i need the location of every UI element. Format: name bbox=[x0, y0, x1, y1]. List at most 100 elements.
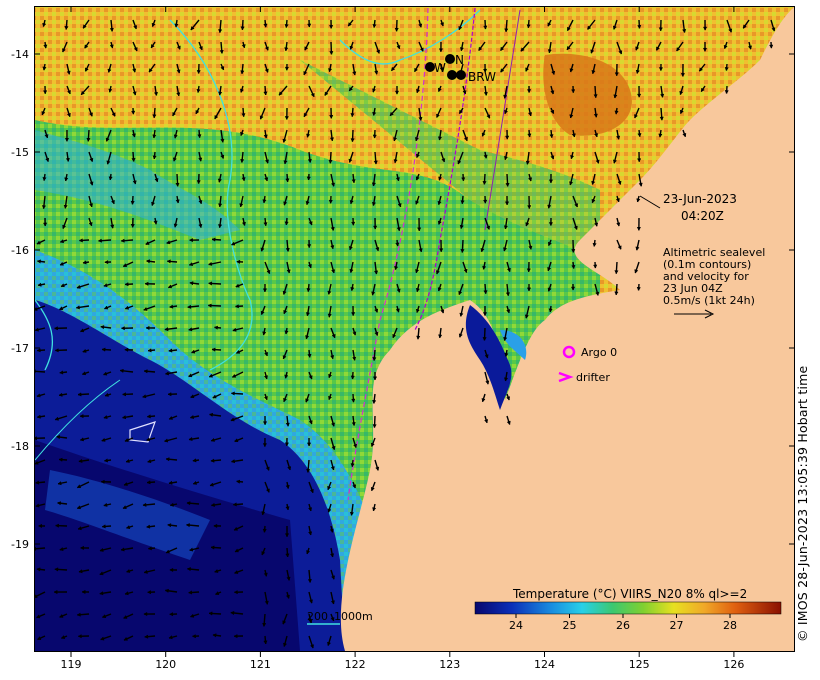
velocity-arrow bbox=[372, 19, 377, 29]
velocity-arrow bbox=[233, 634, 244, 639]
velocity-arrow bbox=[303, 63, 310, 76]
velocity-arrow bbox=[307, 239, 312, 249]
velocity-arrow bbox=[440, 19, 444, 27]
velocity-arrow bbox=[478, 41, 486, 51]
velocity-arrow bbox=[142, 393, 156, 399]
velocity-arrow bbox=[230, 391, 244, 396]
velocity-arrow bbox=[438, 173, 443, 181]
velocity-arrow bbox=[60, 635, 68, 639]
velocity-arrow bbox=[82, 348, 90, 353]
velocity-arrow bbox=[217, 173, 222, 183]
velocity-arrow bbox=[395, 173, 400, 182]
velocity-arrow bbox=[437, 217, 442, 225]
velocity-arrow bbox=[481, 393, 486, 403]
velocity-arrow bbox=[215, 591, 222, 596]
bathy-label-200: 200 bbox=[307, 610, 328, 623]
velocity-arrow bbox=[504, 349, 509, 357]
velocity-arrow bbox=[55, 523, 68, 528]
velocity-arrow bbox=[147, 546, 156, 551]
velocity-arrow bbox=[210, 545, 222, 550]
velocity-arrow bbox=[121, 415, 134, 420]
drifter-track-1 bbox=[414, 7, 476, 331]
velocity-arrow bbox=[263, 19, 268, 28]
velocity-arrow bbox=[616, 217, 621, 227]
velocity-arrow bbox=[525, 63, 530, 72]
velocity-arrow bbox=[349, 195, 354, 205]
velocity-arrow bbox=[176, 63, 181, 74]
velocity-arrow bbox=[350, 459, 355, 468]
velocity-arrow bbox=[526, 261, 531, 273]
velocity-arrow bbox=[192, 480, 200, 485]
velocity-arrow bbox=[264, 261, 271, 275]
velocity-arrow bbox=[109, 41, 114, 49]
velocity-arrow bbox=[571, 85, 576, 94]
velocity-arrow bbox=[327, 283, 332, 295]
velocity-arrow bbox=[374, 305, 379, 313]
velocity-arrow bbox=[187, 304, 200, 309]
velocity-arrow bbox=[264, 63, 269, 73]
velocity-arrow bbox=[36, 393, 46, 398]
velocity-arrow bbox=[131, 129, 136, 138]
velocity-arrow bbox=[263, 217, 268, 227]
velocity-arrow bbox=[591, 63, 596, 75]
velocity-arrow bbox=[569, 63, 574, 73]
velocity-arrow bbox=[327, 481, 332, 491]
velocity-arrow bbox=[528, 173, 533, 182]
velocity-arrow bbox=[525, 151, 530, 165]
velocity-arrow bbox=[35, 503, 46, 508]
velocity-arrow bbox=[327, 503, 332, 513]
velocity-arrow bbox=[458, 327, 464, 338]
velocity-arrow bbox=[329, 525, 334, 533]
velocity-arrow bbox=[352, 481, 357, 489]
velocity-arrow bbox=[240, 129, 245, 137]
velocity-arrow bbox=[285, 503, 290, 511]
velocity-arrow bbox=[63, 195, 68, 209]
velocity-arrow bbox=[82, 19, 90, 29]
velocity-arrow bbox=[132, 85, 137, 96]
velocity-arrow bbox=[303, 107, 310, 118]
velocity-arrow bbox=[145, 259, 156, 264]
velocity-arrow bbox=[79, 327, 90, 333]
velocity-arrow bbox=[104, 260, 112, 265]
drifter-label: drifter bbox=[576, 371, 610, 384]
velocity-arrow bbox=[230, 415, 244, 422]
contour-eddy bbox=[129, 421, 156, 443]
velocity-arrow bbox=[396, 41, 401, 50]
velocity-arrow bbox=[390, 63, 398, 72]
velocity-arrow bbox=[282, 283, 288, 295]
velocity-arrow bbox=[35, 369, 46, 374]
colorbar-tick-label: 26 bbox=[616, 619, 630, 632]
velocity-arrow bbox=[100, 479, 112, 484]
velocity-arrow bbox=[371, 283, 376, 296]
x-tick-label: 122 bbox=[345, 658, 366, 671]
velocity-arrow bbox=[394, 85, 400, 95]
velocity-arrow bbox=[101, 437, 112, 442]
velocity-arrow bbox=[176, 85, 181, 97]
velocity-arrow bbox=[165, 457, 178, 462]
legend-line5: 0.5m/s (1kt 24h) bbox=[663, 294, 755, 307]
velocity-arrow bbox=[415, 305, 420, 314]
velocity-arrow bbox=[416, 327, 421, 340]
velocity-arrow bbox=[210, 437, 222, 442]
velocity-arrow bbox=[189, 281, 200, 286]
velocity-arrow bbox=[59, 370, 68, 375]
velocity-arrow bbox=[284, 107, 289, 121]
velocity-arrow bbox=[327, 305, 332, 318]
velocity-arrow bbox=[614, 63, 619, 77]
velocity-arrow bbox=[132, 63, 137, 73]
credit-text: © IMOS 28-Jun-2023 13:05:39 Hobart time bbox=[795, 365, 810, 642]
velocity-arrow bbox=[614, 261, 619, 275]
velocity-arrow bbox=[372, 393, 377, 404]
velocity-arrow bbox=[330, 239, 335, 250]
bathy-label-1000: 1000m bbox=[334, 610, 373, 623]
velocity-arrow bbox=[459, 305, 464, 317]
velocity-arrow bbox=[305, 393, 310, 403]
velocity-arrow bbox=[260, 239, 266, 252]
velocity-arrow bbox=[594, 129, 599, 138]
velocity-arrow bbox=[120, 547, 134, 552]
velocity-arrow bbox=[264, 41, 269, 51]
velocity-arrow bbox=[173, 129, 178, 139]
velocity-arrow bbox=[284, 437, 289, 447]
velocity-arrow bbox=[352, 63, 357, 76]
velocity-arrow bbox=[308, 85, 315, 98]
